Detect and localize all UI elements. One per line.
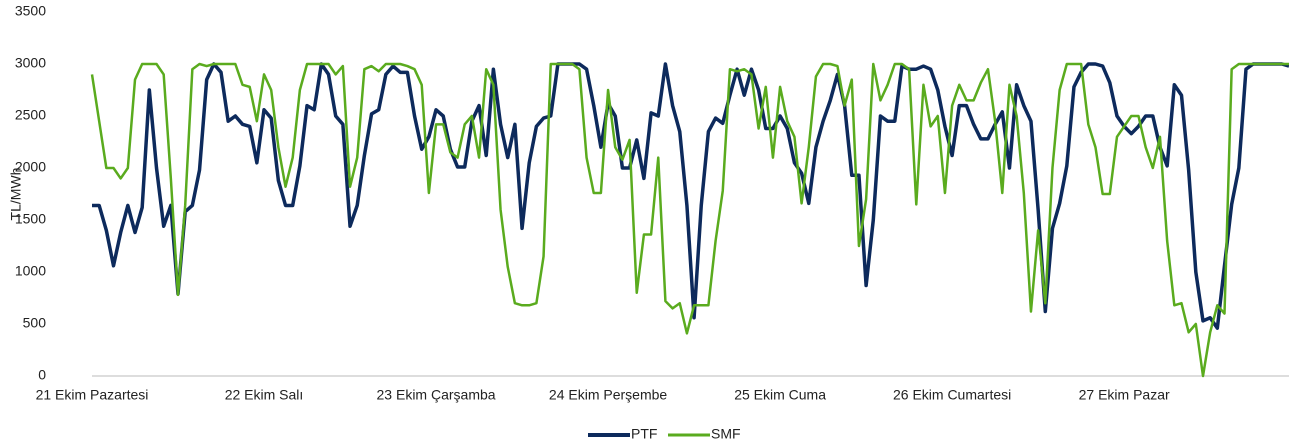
series-line bbox=[92, 62, 1289, 330]
series-line bbox=[90, 62, 1289, 378]
x-tick-label: 27 Ekim Pazar bbox=[1079, 387, 1170, 403]
y-tick-label: 0 bbox=[38, 367, 46, 383]
x-tick-label: 26 Ekim Cumartesi bbox=[893, 387, 1011, 403]
y-tick-label: 500 bbox=[23, 315, 47, 331]
legend-label: PTF bbox=[631, 426, 657, 442]
legend-label: SMF bbox=[711, 426, 741, 442]
x-tick-label: 22 Ekim Salı bbox=[225, 387, 304, 403]
x-tick-label: 21 Ekim Pazartesi bbox=[36, 387, 149, 403]
y-tick-label: 1500 bbox=[15, 211, 46, 227]
y-axis-label: TL/MWh bbox=[8, 168, 24, 221]
x-tick-label: 25 Ekim Cuma bbox=[734, 387, 826, 403]
x-tick-label: 24 Ekim Perşembe bbox=[549, 387, 667, 403]
x-tick-label: 23 Ekim Çarşamba bbox=[377, 387, 496, 403]
y-tick-label: 3000 bbox=[15, 55, 46, 71]
y-tick-label: 1000 bbox=[15, 263, 46, 279]
y-tick-label: 2500 bbox=[15, 107, 46, 123]
y-tick-label: 2000 bbox=[15, 159, 46, 175]
y-tick-label: 3500 bbox=[15, 3, 46, 19]
